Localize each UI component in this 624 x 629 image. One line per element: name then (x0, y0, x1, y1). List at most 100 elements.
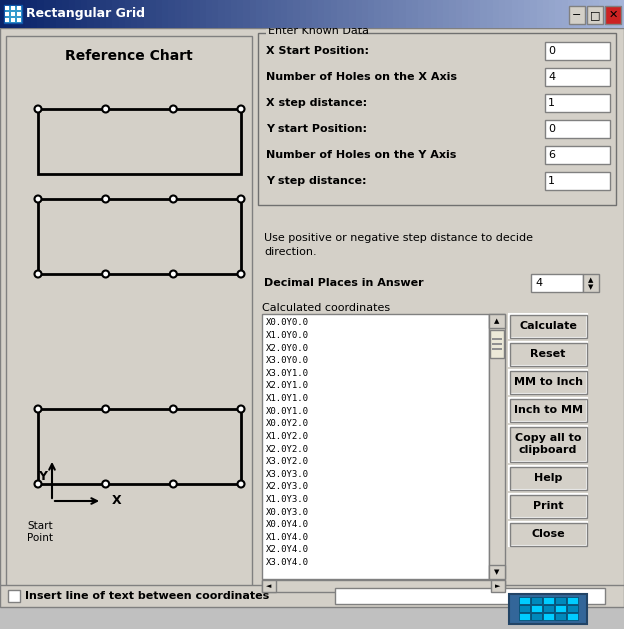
Text: 0: 0 (548, 124, 555, 134)
Text: X2.0Y1.0: X2.0Y1.0 (266, 381, 309, 391)
Bar (17, 12, 21, 16)
Bar (489, 314, 505, 328)
Bar (555, 597, 566, 604)
Bar (545, 42, 610, 60)
Text: Reference Chart: Reference Chart (65, 49, 193, 63)
Bar (0, 585, 624, 607)
Bar (492, 338, 502, 340)
Bar (543, 613, 554, 620)
Bar (531, 597, 542, 604)
Bar (545, 94, 610, 112)
Bar (567, 605, 578, 612)
Bar (510, 427, 587, 462)
Text: Number of Holes on the Y Axis: Number of Holes on the Y Axis (266, 150, 456, 160)
Text: X2.0Y4.0: X2.0Y4.0 (266, 545, 309, 555)
Text: X: X (112, 494, 122, 508)
Text: X2.0Y2.0: X2.0Y2.0 (266, 445, 309, 454)
Circle shape (34, 270, 42, 277)
Bar (510, 495, 587, 518)
Bar (0, 607, 624, 629)
Bar (519, 605, 530, 612)
Circle shape (170, 270, 177, 277)
Text: X0.0Y2.0: X0.0Y2.0 (266, 420, 309, 428)
Circle shape (34, 406, 42, 413)
Bar (531, 605, 542, 612)
Bar (11, 12, 15, 16)
Text: 1: 1 (548, 176, 555, 186)
Bar (258, 33, 616, 205)
Bar (491, 580, 505, 592)
Circle shape (102, 196, 109, 203)
Circle shape (238, 270, 245, 277)
Text: X3.0Y3.0: X3.0Y3.0 (266, 470, 309, 479)
Text: Calculated coordinates: Calculated coordinates (262, 303, 390, 313)
Text: 4: 4 (548, 72, 555, 82)
Bar (489, 314, 505, 579)
Text: X1.0Y0.0: X1.0Y0.0 (266, 331, 309, 340)
Text: X3.0Y4.0: X3.0Y4.0 (266, 558, 309, 567)
Text: Y: Y (39, 470, 47, 484)
Bar (38, 199, 241, 274)
Text: X step distance:: X step distance: (266, 98, 367, 108)
Text: X0.0Y4.0: X0.0Y4.0 (266, 520, 309, 529)
Text: Start
Point: Start Point (27, 521, 53, 543)
Text: Inch to MM: Inch to MM (514, 405, 582, 415)
Text: Calculate: Calculate (519, 321, 577, 331)
Bar (605, 6, 621, 24)
Text: X3.0Y0.0: X3.0Y0.0 (266, 356, 309, 365)
Bar (510, 343, 587, 366)
Bar (509, 522, 587, 546)
Circle shape (102, 106, 109, 113)
Bar (519, 597, 530, 604)
Circle shape (238, 106, 245, 113)
Circle shape (34, 106, 42, 113)
Bar (11, 6, 15, 10)
Bar (8, 590, 20, 602)
Circle shape (170, 106, 177, 113)
Text: −: − (572, 10, 582, 20)
Text: X2.0Y0.0: X2.0Y0.0 (266, 343, 309, 353)
Text: Close: Close (531, 529, 565, 539)
Bar (5, 12, 9, 16)
Text: Copy all to
clipboard: Copy all to clipboard (515, 433, 581, 455)
Bar (587, 6, 603, 24)
Bar (6, 36, 252, 599)
Bar (555, 613, 566, 620)
Bar (5, 6, 9, 10)
Bar (492, 343, 502, 345)
Text: MM to Inch: MM to Inch (514, 377, 582, 387)
Text: Print: Print (533, 501, 563, 511)
Text: 0: 0 (548, 46, 555, 56)
Text: 6: 6 (548, 150, 555, 160)
Bar (38, 109, 241, 174)
Bar (509, 594, 587, 624)
Circle shape (238, 406, 245, 413)
Text: X0.0Y3.0: X0.0Y3.0 (266, 508, 309, 516)
Bar (262, 580, 505, 592)
Bar (509, 426, 587, 462)
Bar (509, 370, 587, 394)
Text: Help: Help (534, 473, 562, 483)
Text: X3.0Y2.0: X3.0Y2.0 (266, 457, 309, 466)
Bar (531, 274, 583, 292)
Text: 1: 1 (548, 98, 555, 108)
Text: □: □ (590, 10, 600, 20)
Text: ◄: ◄ (266, 583, 271, 589)
Bar (569, 6, 585, 24)
Bar (17, 18, 21, 22)
Text: X0.0Y0.0: X0.0Y0.0 (266, 318, 309, 327)
Circle shape (34, 196, 42, 203)
Circle shape (238, 196, 245, 203)
Text: Rectangular Grid: Rectangular Grid (26, 8, 145, 21)
Bar (335, 588, 605, 604)
Circle shape (102, 406, 109, 413)
Bar (531, 613, 542, 620)
Bar (262, 314, 489, 579)
Text: X0.0Y1.0: X0.0Y1.0 (266, 407, 309, 416)
Bar (38, 409, 241, 484)
Text: X2.0Y3.0: X2.0Y3.0 (266, 482, 309, 491)
Text: Decimal Places in Answer: Decimal Places in Answer (264, 278, 424, 288)
Bar (509, 342, 587, 366)
Circle shape (170, 196, 177, 203)
Text: X1.0Y2.0: X1.0Y2.0 (266, 432, 309, 441)
